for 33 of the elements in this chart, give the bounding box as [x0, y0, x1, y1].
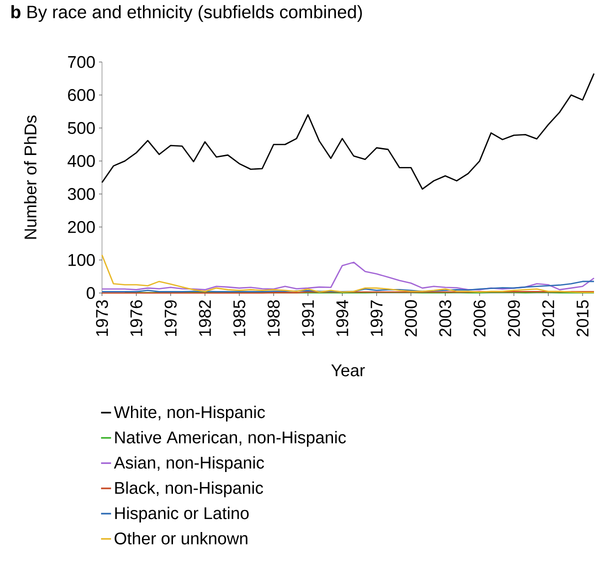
x-tick-label: 2009 [508, 300, 520, 336]
line-series [101, 72, 595, 190]
y-tick-label: 400 [68, 155, 95, 168]
x-tick-label: 2003 [439, 300, 452, 336]
x-tick-label: 1994 [336, 300, 348, 336]
x-tick-label: 1997 [370, 300, 383, 336]
y-tick-label: 500 [68, 122, 95, 134]
legend-label: Asian, non-Hispanic [114, 456, 264, 472]
y-tick-label: 600 [68, 89, 95, 102]
x-tick-label: 1973 [96, 300, 108, 336]
legend-label: White, non-Hispanic [114, 406, 265, 422]
y-tick-label: 0 [86, 287, 95, 299]
y-tick-label: 700 [68, 56, 95, 68]
x-axis-title: Year [331, 364, 365, 376]
legend-label: Hispanic or Latino [115, 506, 249, 523]
x-tick-label: 2006 [474, 300, 486, 336]
x-tick-label: 1985 [233, 300, 246, 336]
x-tick-label: 1988 [268, 300, 280, 336]
x-tick-label: 2012 [542, 300, 554, 336]
y-tick-label: 200 [68, 221, 95, 234]
y-axis-title: Number of PhDs [24, 116, 36, 239]
x-tick-label: 1982 [198, 300, 211, 336]
x-tick-label: 2015 [576, 300, 589, 336]
x-tick-label: 1991 [302, 300, 314, 336]
legend-label: Other or unknown [114, 532, 248, 544]
x-tick-label: 1976 [130, 300, 142, 336]
x-tick-label: 1979 [164, 300, 177, 336]
y-tick-label: 300 [68, 188, 95, 200]
chart-title: b By race and ethnicity (subfields combined) [11, 5, 362, 22]
legend-label: Native American, non-Hispanic [115, 431, 346, 447]
legend-label: Black, non-Hispanic [115, 482, 264, 498]
x-tick-label: 2000 [404, 300, 417, 336]
y-tick-label: 100 [68, 254, 95, 266]
